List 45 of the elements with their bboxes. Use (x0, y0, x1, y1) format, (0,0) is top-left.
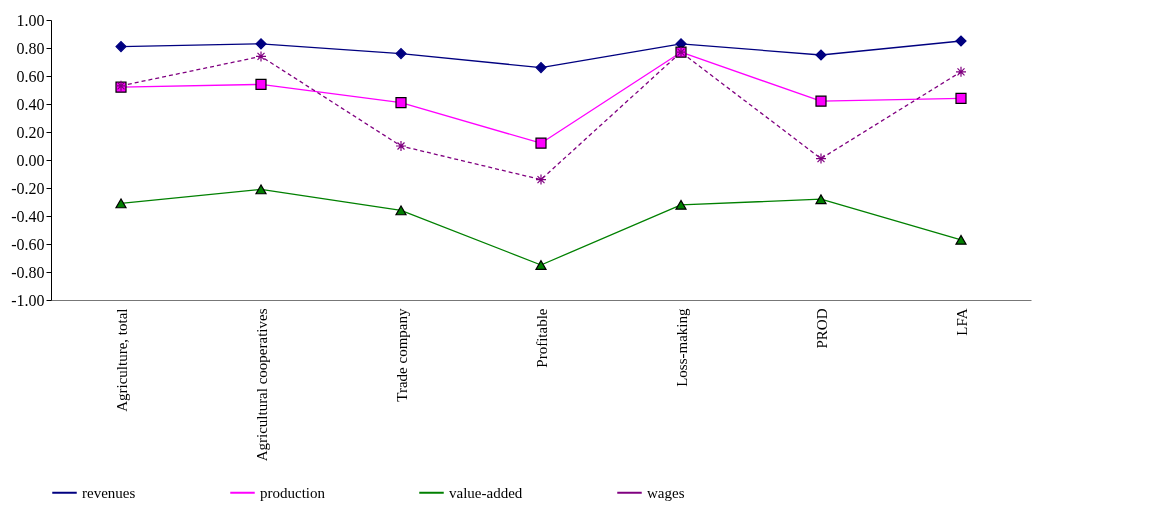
x-tick-label: Agricultural cooperatives (253, 308, 270, 462)
point (535, 137, 547, 149)
point (255, 50, 267, 62)
y-tick-label: -0.20 (11, 179, 45, 197)
point (395, 140, 407, 152)
point (255, 184, 267, 195)
point (815, 194, 827, 205)
point (955, 66, 967, 78)
x-tick-label: Agriculture, total (113, 308, 130, 412)
point (395, 48, 407, 60)
y-tick-label: 0.40 (16, 95, 45, 113)
point (255, 78, 267, 90)
point (535, 260, 547, 270)
point (535, 174, 547, 186)
point (115, 198, 127, 209)
point (675, 199, 687, 210)
point (395, 97, 407, 109)
legend-label: production (260, 484, 326, 501)
y-tick-label: 1.00 (16, 11, 45, 29)
y-tick-label: 0.60 (16, 67, 45, 85)
y-tick-label: -0.80 (11, 263, 45, 281)
x-tick-label: LFA (953, 308, 970, 336)
y-tick-label: 0.00 (16, 151, 45, 169)
point (255, 38, 267, 50)
point (815, 49, 827, 61)
x-tick-label: Trade company (393, 308, 410, 402)
y-tick-label: 0.20 (16, 123, 45, 141)
x-tick-label: PROD (813, 308, 830, 349)
point (815, 153, 827, 165)
point (535, 62, 547, 74)
y-tick-label: -0.40 (11, 207, 45, 225)
x-tick-label: Profitable (533, 308, 550, 368)
point (395, 205, 407, 216)
point (115, 41, 127, 53)
legend-label: revenues (82, 484, 136, 501)
x-tick-label: Loss-making (673, 308, 690, 387)
point (955, 234, 967, 245)
legend-label: wages (647, 484, 685, 501)
point (955, 92, 967, 104)
y-tick-label: 0.80 (16, 39, 45, 57)
y-tick-label: -1.00 (11, 291, 45, 309)
y-tick-label: -0.60 (11, 235, 45, 253)
point (955, 35, 967, 47)
point (815, 95, 827, 107)
legend-label: value-added (449, 484, 523, 501)
